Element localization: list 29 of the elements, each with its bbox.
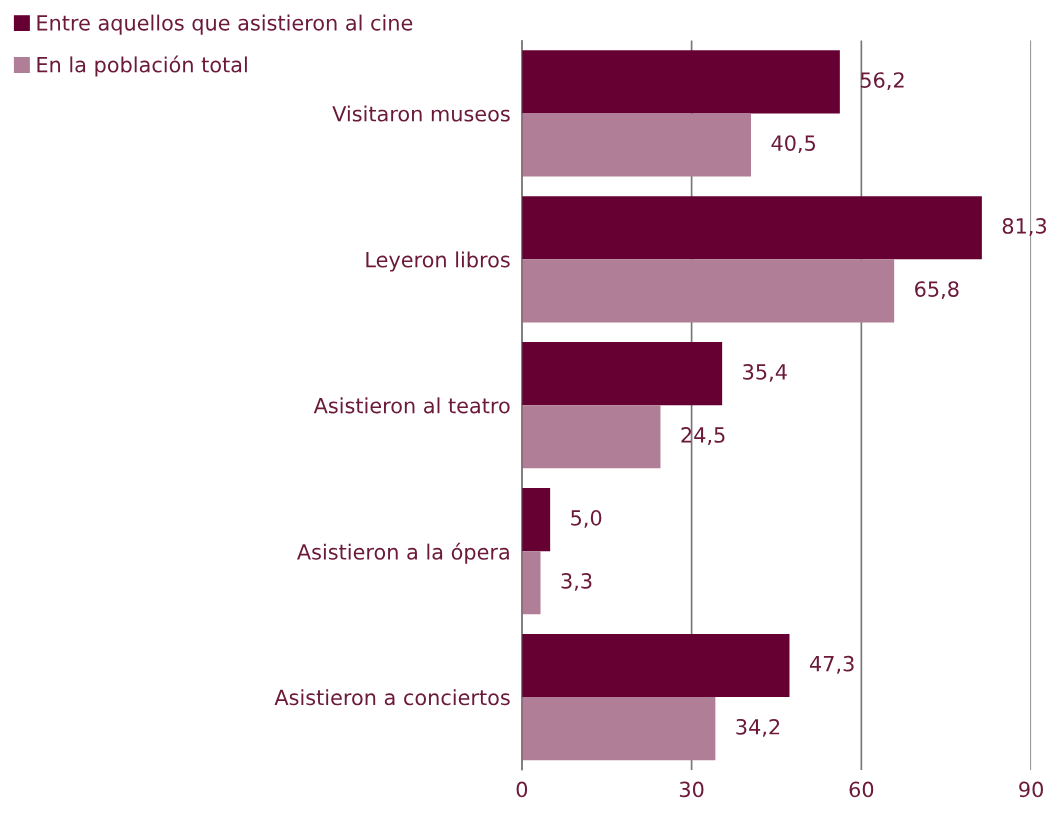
legend-label: Entre aquellos que asistieron al cine bbox=[37, 14, 413, 35]
x-tick-label: 60 bbox=[849, 781, 874, 798]
data-label: 3,3 bbox=[561, 572, 592, 591]
y-tick-label: Asistieron a la ópera bbox=[297, 542, 509, 564]
data-label: 40,5 bbox=[771, 135, 816, 154]
bar bbox=[521, 405, 661, 469]
legend-label: En la población total bbox=[37, 55, 247, 77]
x-tick-label: 90 bbox=[1019, 781, 1043, 798]
data-label: 65,8 bbox=[915, 281, 959, 300]
bar bbox=[521, 342, 723, 406]
bar bbox=[521, 633, 790, 698]
data-label: 5,0 bbox=[571, 509, 602, 528]
x-tick-label: 30 bbox=[679, 781, 704, 798]
bar bbox=[521, 113, 752, 177]
data-label: 81,3 bbox=[1002, 218, 1047, 236]
y-tick-label: Leyeron libros bbox=[366, 251, 510, 272]
data-label: 47,3 bbox=[809, 655, 854, 674]
y-tick-label: Asistieron al teatro bbox=[313, 397, 510, 414]
y-tick-label: Asistieron a conciertos bbox=[274, 689, 510, 706]
y-tick-label: Visitaron museos bbox=[332, 105, 510, 122]
bar bbox=[521, 697, 716, 761]
bar bbox=[521, 259, 895, 323]
data-label: 35,4 bbox=[743, 363, 787, 382]
bar bbox=[521, 551, 541, 615]
bar bbox=[521, 196, 982, 260]
bar bbox=[521, 488, 551, 552]
bar bbox=[521, 50, 840, 114]
data-label: 34,2 bbox=[736, 718, 780, 737]
x-tick-label: 0 bbox=[516, 781, 528, 798]
